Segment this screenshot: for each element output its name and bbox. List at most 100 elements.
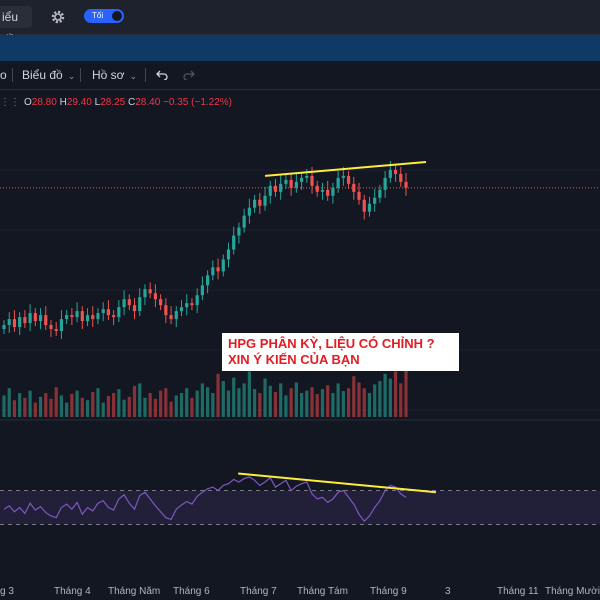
- redo-icon[interactable]: [183, 70, 195, 80]
- candle-body: [263, 195, 267, 206]
- candle-body: [247, 207, 251, 216]
- candle-body: [216, 267, 220, 272]
- candle-body: [258, 199, 262, 206]
- top-bar: iểu đồ Tối: [0, 0, 600, 46]
- candle-body: [117, 307, 121, 318]
- time-axis-label: Tháng Tám: [297, 586, 348, 597]
- volume-bar: [299, 393, 304, 417]
- candle-body: [190, 303, 194, 306]
- candle-body: [75, 311, 79, 318]
- change-value: −0.35: [163, 97, 189, 108]
- candle-body: [195, 295, 199, 306]
- candle-body: [7, 319, 11, 326]
- volume-bar: [320, 389, 325, 417]
- candle-body: [232, 235, 236, 250]
- volume-bar: [216, 373, 220, 417]
- candle-body: [226, 249, 231, 260]
- volume-bar: [341, 391, 345, 417]
- candle-body: [91, 315, 95, 320]
- volume-bar: [258, 393, 262, 417]
- volume-bar: [80, 397, 84, 417]
- toolbar-fragment[interactable]: o: [0, 68, 7, 82]
- volume-bar: [185, 388, 189, 417]
- volume-bar: [54, 387, 58, 417]
- legend-dots-icon[interactable]: ⋮⋮: [0, 97, 20, 108]
- chart-menu[interactable]: Biểu đồ ⌄: [22, 68, 75, 82]
- chevron-down-icon: ⌄: [129, 71, 138, 81]
- undo-icon[interactable]: [156, 70, 168, 80]
- chart-canvas[interactable]: [0, 110, 600, 582]
- low-value: 28.25: [100, 97, 126, 108]
- candle-body: [252, 199, 257, 208]
- candle-body: [179, 307, 184, 312]
- candle-body: [38, 315, 43, 322]
- candle-body: [362, 199, 366, 212]
- annotation-box[interactable]: HPG PHÂN KỲ, LIỆU CÓ CHỈNH ? XIN Ý KIẾN …: [222, 333, 459, 371]
- chart-toolbar: o Biểu đồ ⌄ Hồ sơ ⌄: [0, 61, 600, 90]
- volume-bar: [179, 393, 184, 417]
- candle-body: [59, 319, 64, 332]
- volume-bar: [65, 402, 69, 417]
- candle-body: [138, 297, 142, 312]
- volume-bar: [174, 395, 178, 417]
- volume-bar: [242, 383, 246, 417]
- rsi-band: [0, 490, 600, 525]
- volume-bar: [404, 369, 408, 417]
- candle-body: [96, 313, 100, 320]
- volume-bar: [367, 393, 372, 417]
- candle-body: [373, 197, 377, 204]
- theme-toggle[interactable]: Tối: [84, 9, 124, 23]
- candle-body: [122, 299, 126, 308]
- candle-body: [273, 185, 278, 192]
- volume-bar: [252, 389, 257, 417]
- rsi-line: [3, 476, 407, 523]
- volume-bar: [44, 393, 48, 417]
- candle-body: [346, 175, 351, 184]
- change-percent: (−1.22%): [191, 97, 233, 108]
- candle-body: [49, 325, 53, 330]
- volume-bar: [373, 384, 377, 417]
- volume-bar: [352, 376, 356, 417]
- volume-bar: [148, 393, 152, 417]
- volume-bar: [226, 390, 231, 417]
- volume-bar: [12, 400, 17, 417]
- time-axis-label: Tháng 6: [173, 586, 210, 597]
- volume-bar: [7, 388, 11, 417]
- candle-body: [2, 325, 6, 330]
- volume-bar: [91, 392, 95, 417]
- volume-bar: [122, 399, 126, 417]
- candle-body: [399, 173, 403, 182]
- candle-body: [320, 189, 325, 192]
- time-axis-label: Tháng 11: [497, 586, 539, 597]
- volume-bar: [336, 383, 340, 417]
- ohlc-legend: ⋮⋮ O28.80 H29.40 L28.25 C28.40 −0.35 (−1.…: [0, 97, 232, 108]
- volume-bar: [59, 395, 64, 417]
- gear-icon[interactable]: [50, 9, 66, 25]
- candle-body: [185, 303, 189, 308]
- open-label: O: [24, 97, 32, 108]
- time-axis[interactable]: g 3 Tháng 4 Tháng Năm Tháng 6 Tháng 7 Tháng T…: [0, 582, 600, 600]
- candle-body: [383, 177, 387, 190]
- chart-menu-label: Biểu đồ: [22, 68, 63, 82]
- candle-body: [206, 275, 210, 286]
- volume-bar: [106, 395, 111, 417]
- candle-body: [289, 179, 293, 188]
- profile-menu[interactable]: Hồ sơ ⌄: [92, 68, 137, 82]
- candle-body: [143, 289, 147, 298]
- time-axis-label: 3: [445, 586, 451, 597]
- volume-bar: [362, 388, 366, 417]
- candle-body: [18, 317, 22, 328]
- candle-body: [44, 315, 48, 326]
- candle-body: [33, 313, 37, 322]
- selection-bar: [0, 35, 600, 61]
- candle-body: [159, 299, 163, 306]
- chart-tab-button[interactable]: iểu đồ: [0, 6, 32, 46]
- low-label: L: [94, 97, 101, 108]
- volume-bar: [190, 397, 194, 417]
- volume-bar: [289, 388, 293, 417]
- volume-bar: [305, 390, 309, 417]
- toolbar-divider: [145, 68, 146, 82]
- candle-body: [242, 215, 246, 228]
- chevron-down-icon: ⌄: [67, 71, 76, 81]
- volume-bar: [268, 385, 272, 417]
